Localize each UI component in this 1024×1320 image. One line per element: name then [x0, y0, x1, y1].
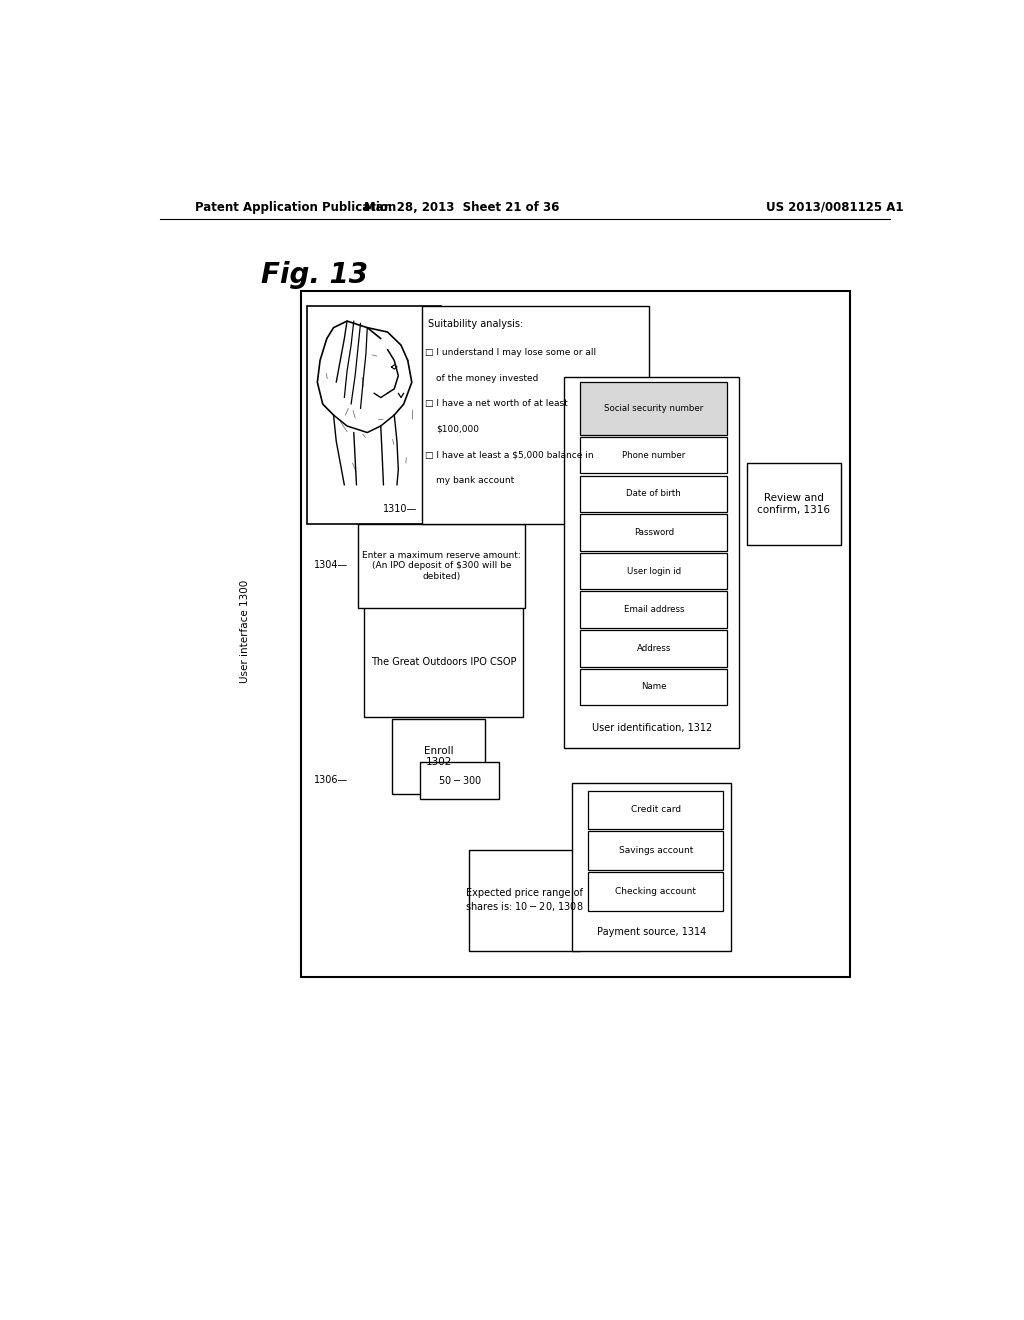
Bar [588, 791, 723, 829]
Bar [365, 606, 523, 718]
Text: The Great Outdoors IPO CSOP: The Great Outdoors IPO CSOP [371, 656, 516, 667]
Text: Patent Application Publication: Patent Application Publication [196, 201, 396, 214]
Bar [581, 630, 727, 667]
Text: of the money invested: of the money invested [436, 374, 539, 383]
Text: $50-$300: $50-$300 [437, 775, 482, 787]
Text: Password: Password [634, 528, 674, 537]
Text: Review and
confirm, 1316: Review and confirm, 1316 [758, 494, 830, 515]
Bar [581, 515, 727, 550]
Text: Expected price range of
shares is: $10-$20, 1308: Expected price range of shares is: $10-$… [466, 888, 584, 913]
Text: Name: Name [641, 682, 667, 692]
Bar [581, 475, 727, 512]
Text: Date of birth: Date of birth [627, 490, 681, 499]
Text: Enter a maximum reserve amount:
(An IPO deposit of $300 will be
debited): Enter a maximum reserve amount: (An IPO … [362, 550, 521, 581]
Text: 1310—: 1310— [383, 504, 418, 513]
Bar [306, 306, 441, 524]
Text: Credit card: Credit card [631, 805, 681, 814]
Bar [581, 553, 727, 589]
Text: Phone number: Phone number [623, 450, 685, 459]
Text: □ I understand I may lose some or all: □ I understand I may lose some or all [425, 348, 596, 356]
Text: 1304—: 1304— [314, 560, 348, 570]
Bar [469, 850, 581, 952]
Text: □ I have a net worth of at least: □ I have a net worth of at least [425, 399, 567, 408]
Text: Social security number: Social security number [604, 404, 703, 413]
Text: Suitability analysis:: Suitability analysis: [428, 319, 523, 329]
Text: my bank account: my bank account [436, 477, 514, 486]
Bar [588, 873, 723, 911]
Text: US 2013/0081125 A1: US 2013/0081125 A1 [766, 201, 903, 214]
Bar [581, 381, 727, 434]
Text: Payment source, 1314: Payment source, 1314 [597, 927, 707, 937]
Bar [358, 524, 525, 607]
Bar [572, 784, 731, 952]
Bar [581, 437, 727, 474]
Bar [588, 832, 723, 870]
Bar [748, 463, 841, 545]
Text: Enroll
1302: Enroll 1302 [424, 746, 454, 767]
Text: Email address: Email address [624, 605, 684, 614]
Text: $100,000: $100,000 [436, 425, 479, 434]
Text: User identification, 1312: User identification, 1312 [592, 722, 712, 733]
Text: Mar. 28, 2013  Sheet 21 of 36: Mar. 28, 2013 Sheet 21 of 36 [364, 201, 559, 214]
Text: Checking account: Checking account [615, 887, 696, 896]
Bar [392, 719, 485, 793]
Bar [420, 762, 500, 799]
Text: Address: Address [637, 644, 671, 653]
Text: Fig. 13: Fig. 13 [261, 261, 369, 289]
Text: 1306—: 1306— [314, 775, 348, 785]
Text: User login id: User login id [627, 566, 681, 576]
Bar [581, 591, 727, 628]
Text: □ I have at least a $5,000 balance in: □ I have at least a $5,000 balance in [425, 450, 594, 459]
Bar [564, 378, 739, 748]
Bar [422, 306, 648, 524]
Text: Savings account: Savings account [618, 846, 693, 855]
Bar [581, 669, 727, 705]
Text: User interface 1300: User interface 1300 [241, 579, 251, 682]
Bar [301, 290, 850, 977]
